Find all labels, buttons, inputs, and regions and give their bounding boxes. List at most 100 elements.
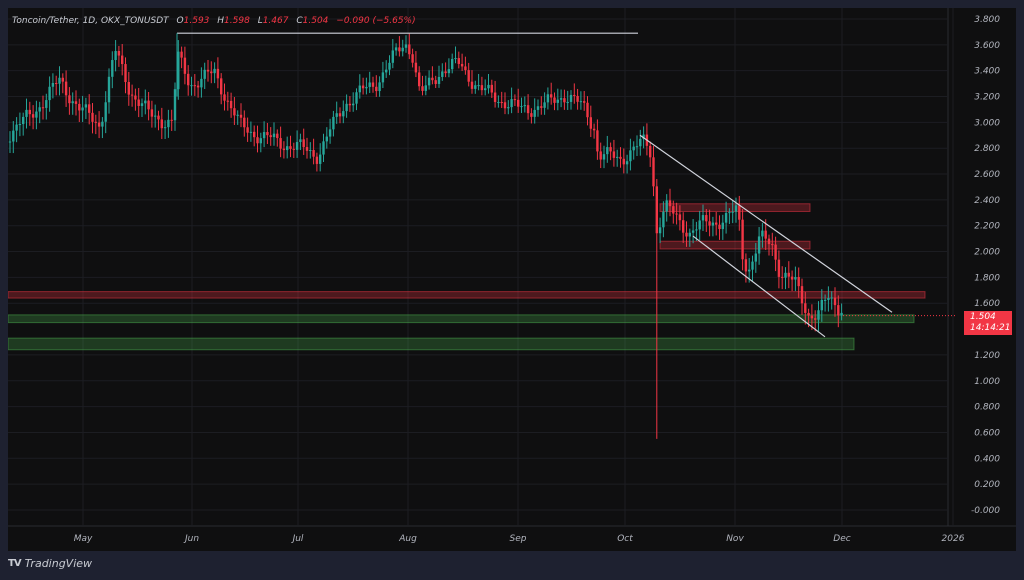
candle-body xyxy=(431,77,434,81)
candle-body xyxy=(715,222,718,225)
symbol-legend: Toncoin/Tether, 1D, OKX_TONUSDT O1.593 H… xyxy=(12,16,416,26)
candle-body xyxy=(249,131,253,133)
resistance-zone[interactable] xyxy=(8,291,926,299)
candle-body xyxy=(672,206,675,214)
candle-body xyxy=(124,64,127,83)
low-value: 1.467 xyxy=(262,16,289,26)
channel-trendline[interactable] xyxy=(639,134,893,313)
resistance-zone[interactable] xyxy=(659,240,811,250)
candle-body xyxy=(28,109,31,115)
candle-body xyxy=(616,156,619,158)
time-axis-label: May xyxy=(74,534,93,544)
high-value: 1.598 xyxy=(224,16,250,26)
candle-body xyxy=(774,244,777,260)
candle-body xyxy=(612,151,616,158)
candle-body xyxy=(163,127,167,129)
candle-body xyxy=(741,219,744,260)
candle-body xyxy=(731,211,734,213)
candle-body xyxy=(777,259,781,277)
candle-body xyxy=(365,86,368,89)
candle-body xyxy=(543,102,546,108)
tradingview-branding[interactable]: TV TradingView xyxy=(8,557,92,570)
candle-body xyxy=(289,146,292,149)
brand-name: TradingView xyxy=(24,557,93,570)
candle-body xyxy=(652,157,655,187)
price-chart[interactable]: 3.800 3.600 3.400 3.200 3.000 2.800 2.600 2.400… xyxy=(8,8,1016,551)
candle-body xyxy=(48,86,51,101)
candle-body xyxy=(569,94,573,102)
candle-body xyxy=(401,47,404,52)
price-axis-label: 0.800 xyxy=(974,403,1000,413)
candle-body xyxy=(559,98,563,100)
candle-body xyxy=(602,154,606,160)
last-price: 1.504 xyxy=(970,312,996,322)
candle-body xyxy=(685,232,688,237)
candle-body xyxy=(391,50,394,63)
candle-body xyxy=(140,103,144,106)
candle-body xyxy=(322,141,325,155)
candle-body xyxy=(457,58,460,64)
candle-body xyxy=(810,315,814,319)
candle-body xyxy=(576,95,579,102)
candle-body xyxy=(635,146,639,148)
candle-body xyxy=(665,200,668,212)
candle-body xyxy=(807,312,810,316)
candle-body xyxy=(160,119,163,129)
candle-body xyxy=(206,69,210,72)
chart-frame: 3.800 3.600 3.400 3.200 3.000 2.800 2.600 2.400… xyxy=(8,8,1016,551)
candle-body xyxy=(345,103,348,112)
price-axis-label: 3.800 xyxy=(974,15,1000,25)
candle-body xyxy=(493,92,497,103)
bar-countdown: 14:14:21 xyxy=(970,323,1011,333)
candle-body xyxy=(117,50,121,56)
candle-body xyxy=(51,82,55,87)
candle-body xyxy=(157,115,160,120)
price-axis-label: 2.000 xyxy=(974,248,1000,258)
candle-body xyxy=(226,100,229,102)
candle-body xyxy=(64,81,68,96)
support-zone[interactable] xyxy=(8,337,855,351)
price-axis-label: 3.600 xyxy=(974,41,1000,51)
change-value: −0.090 (−5.65%) xyxy=(336,16,416,26)
candle-body xyxy=(507,107,510,109)
channel-trendline[interactable] xyxy=(692,235,826,338)
candle-body xyxy=(794,277,797,280)
candle-body xyxy=(629,150,632,162)
candle-body xyxy=(223,94,226,101)
candle-body xyxy=(266,132,269,136)
candle-body xyxy=(381,72,385,83)
price-axis-label: 0.200 xyxy=(974,480,1000,490)
candle-body xyxy=(510,99,513,108)
candle-body xyxy=(147,100,150,110)
candle-body xyxy=(74,101,78,104)
candle-body xyxy=(177,51,180,90)
candle-body xyxy=(78,103,81,111)
price-axis-label: 2.800 xyxy=(974,144,1000,154)
candle-body xyxy=(375,86,378,92)
candle-body xyxy=(262,132,266,139)
candle-body xyxy=(500,102,503,104)
candle-body xyxy=(269,135,272,138)
candle-body xyxy=(447,69,451,74)
candle-body xyxy=(18,124,22,126)
candle-body xyxy=(434,80,437,84)
candle-body xyxy=(256,137,259,144)
candle-body xyxy=(797,277,800,287)
candle-body xyxy=(253,131,256,138)
candle-body xyxy=(114,50,117,61)
candle-body xyxy=(94,121,97,123)
candle-body xyxy=(220,78,223,95)
candle-body xyxy=(655,186,658,234)
candle-body xyxy=(134,95,137,100)
candle-body xyxy=(259,138,262,144)
candle-body xyxy=(342,111,345,117)
candle-body xyxy=(276,133,279,139)
price-axis-label: 2.200 xyxy=(974,222,1000,232)
candle-body xyxy=(814,318,817,320)
candle-body xyxy=(137,99,140,106)
candle-body xyxy=(15,124,18,131)
candle-body xyxy=(787,272,790,277)
support-zone[interactable] xyxy=(8,314,915,324)
candle-body xyxy=(167,119,170,128)
candle-body xyxy=(299,139,302,143)
